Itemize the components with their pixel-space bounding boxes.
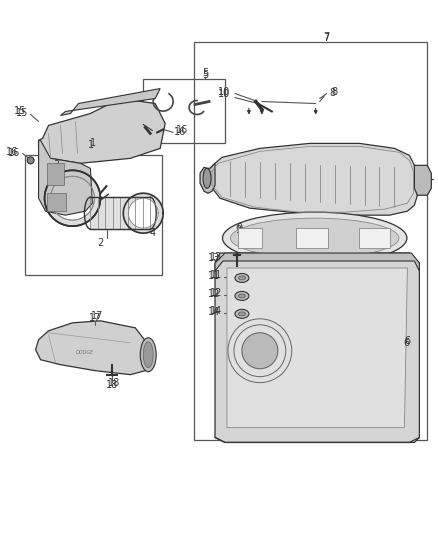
Text: 15: 15 [16,109,28,118]
Polygon shape [45,171,100,226]
Ellipse shape [230,218,399,258]
Text: 16: 16 [176,125,188,135]
Text: 3: 3 [53,160,60,171]
Ellipse shape [235,292,249,301]
Text: 13: 13 [210,252,222,262]
Polygon shape [35,321,150,375]
Polygon shape [414,165,431,195]
Text: 13: 13 [208,253,220,263]
Text: 9: 9 [235,225,241,235]
Ellipse shape [235,273,249,282]
Ellipse shape [223,212,407,264]
Bar [46,193,67,211]
Text: 11: 11 [208,271,220,281]
Ellipse shape [203,168,211,188]
Polygon shape [60,88,160,116]
Ellipse shape [238,276,245,280]
Text: 10: 10 [218,88,230,99]
Polygon shape [39,140,92,215]
Polygon shape [207,143,417,215]
Text: 10: 10 [218,86,230,96]
Ellipse shape [235,309,249,318]
Polygon shape [90,197,150,229]
Text: 8: 8 [332,86,338,96]
Text: 2: 2 [97,238,103,248]
Bar [46,163,64,185]
Polygon shape [215,253,419,271]
Text: 15: 15 [14,107,27,117]
Bar [238,228,262,248]
Text: 5: 5 [202,68,208,78]
Text: 1: 1 [90,139,96,148]
Text: 16: 16 [8,148,21,158]
Polygon shape [39,99,165,163]
Bar [25,155,162,275]
Text: 16: 16 [7,147,19,157]
Text: 1: 1 [88,140,95,150]
Ellipse shape [140,338,156,372]
Text: 4: 4 [149,228,155,238]
Text: 6: 6 [404,336,410,346]
Text: 18: 18 [106,379,118,390]
Bar [359,228,390,248]
Text: DODGE: DODGE [76,350,95,355]
Polygon shape [124,193,163,233]
Polygon shape [50,176,95,220]
Text: 14: 14 [210,306,222,316]
Text: 12: 12 [208,289,220,299]
Text: 17: 17 [91,311,103,321]
Text: 18: 18 [108,378,120,387]
Bar [296,228,328,248]
Ellipse shape [27,157,34,164]
Text: 9: 9 [237,223,243,233]
Text: 14: 14 [208,307,220,317]
Polygon shape [242,333,278,369]
Text: 7: 7 [324,32,330,42]
Text: 11: 11 [210,270,222,280]
Text: 8: 8 [329,87,336,98]
Text: 16: 16 [174,127,186,138]
Polygon shape [128,198,158,228]
Text: 17: 17 [89,313,102,323]
Ellipse shape [238,312,245,316]
Bar [143,78,225,143]
Text: 12: 12 [210,288,222,298]
Text: 5: 5 [202,70,208,79]
Polygon shape [200,163,215,193]
Bar [194,42,427,440]
Polygon shape [215,253,419,442]
Ellipse shape [238,294,245,298]
Polygon shape [227,268,407,427]
Text: 7: 7 [324,33,330,43]
Text: 6: 6 [403,338,410,348]
Ellipse shape [143,342,153,368]
